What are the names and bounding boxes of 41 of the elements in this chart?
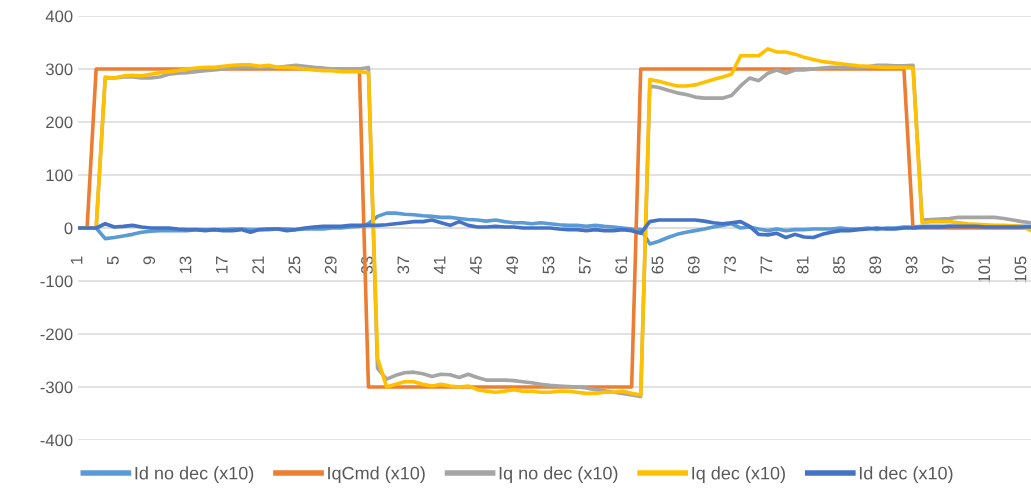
legend-label: Iq no dec (x10): [499, 466, 618, 484]
x-tick-label: 69: [687, 256, 700, 274]
y-tick-label: -200: [40, 328, 73, 341]
x-tick-label: 37: [397, 256, 410, 274]
x-tick-label: 93: [905, 256, 918, 274]
x-tick-label: 89: [869, 256, 882, 274]
x-tick-label: 13: [179, 256, 192, 274]
x-tick-label: 17: [216, 256, 228, 274]
x-tick-label: 49: [506, 256, 519, 274]
y-tick-label: 200: [46, 116, 73, 129]
line-series: [78, 218, 1031, 240]
x-tick-label: 29: [324, 256, 337, 274]
x-tick-label: 25: [288, 256, 301, 274]
x-tick-label: 85: [833, 256, 845, 274]
y-tick-label: 0: [64, 222, 73, 235]
x-tick-label: 45: [470, 256, 482, 274]
legend-label: Iq dec (x10): [692, 466, 785, 484]
y-tick-label: -400: [40, 434, 73, 447]
x-tick-label: 105: [1014, 256, 1027, 283]
x-tick-label: 57: [579, 256, 591, 274]
y-tick-label: 400: [45, 10, 73, 23]
x-tick-label: 77: [760, 256, 773, 274]
x-tick-label: 101: [978, 256, 991, 283]
x-tick-label: 97: [941, 256, 954, 274]
x-tick-label: 81: [796, 256, 809, 274]
x-tick-label: 53: [542, 256, 555, 274]
legend-label: IqCmd (x10): [328, 466, 425, 484]
x-tick-label: 73: [724, 256, 736, 274]
x-tick-label: 21: [252, 256, 264, 274]
y-tick-label: 100: [46, 169, 73, 182]
legend-label: Id no dec (x10): [135, 466, 254, 484]
x-tick-label: 61: [615, 256, 628, 274]
x-tick-label: 65: [651, 256, 664, 274]
x-tick-label: 9: [143, 256, 156, 265]
x-tick-label: 1: [70, 256, 83, 264]
y-tick-label: -100: [40, 275, 73, 288]
x-tick-label: 5: [107, 256, 119, 265]
y-tick-label: -300: [40, 381, 73, 394]
x-tick-label: 41: [433, 256, 446, 274]
legend-label: Id dec (x10): [859, 466, 953, 484]
y-tick-label: 300: [45, 63, 73, 76]
